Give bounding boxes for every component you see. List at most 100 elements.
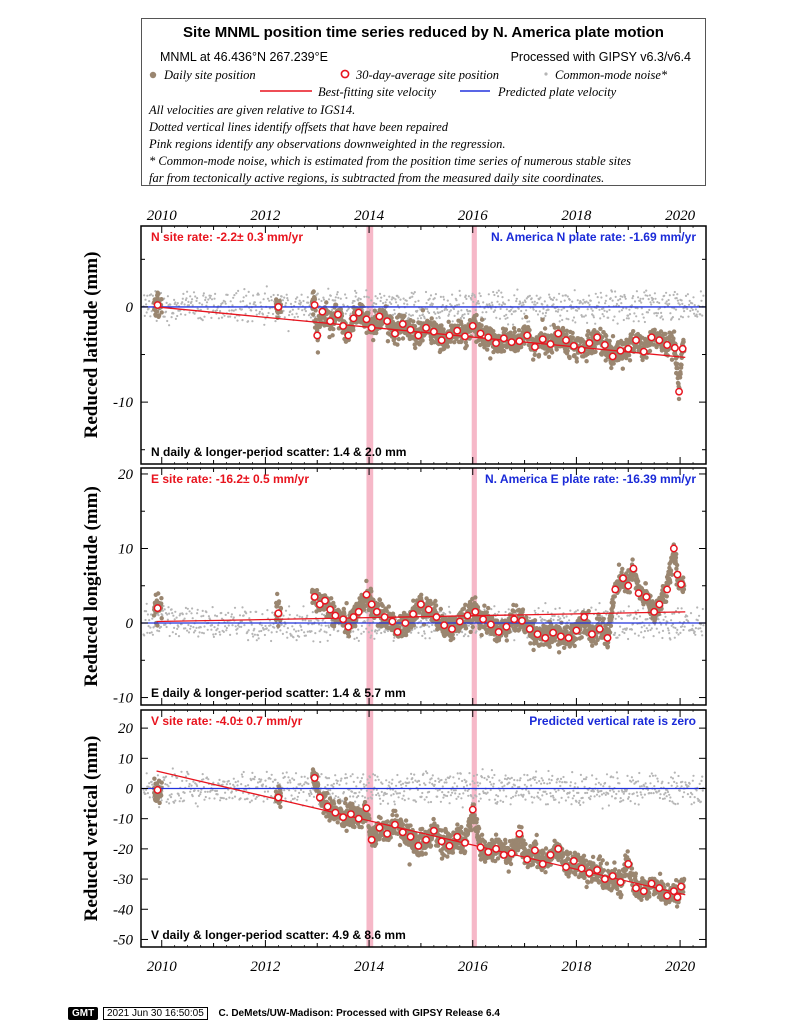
noise-point	[682, 628, 685, 632]
noise-point	[362, 630, 365, 633]
noise-point	[423, 632, 426, 635]
noise-point	[537, 607, 540, 610]
noise-point	[255, 639, 258, 642]
noise-point	[602, 315, 606, 318]
noise-point	[614, 631, 617, 635]
noise-point	[239, 300, 242, 303]
noise-point	[577, 307, 581, 310]
noise-point	[609, 297, 612, 300]
noise-point	[223, 314, 226, 317]
daily-point	[527, 327, 532, 333]
daily-point	[385, 339, 391, 344]
noise-point	[693, 312, 696, 315]
noise-point	[636, 307, 639, 310]
noise-point	[410, 314, 413, 317]
noise-point	[635, 617, 639, 620]
daily-point	[396, 336, 401, 342]
noise-point	[416, 309, 419, 312]
daily-point	[474, 312, 479, 318]
noise-point	[451, 320, 454, 323]
noise-point	[323, 630, 326, 633]
noise-point	[641, 313, 644, 316]
daily-point	[678, 371, 683, 377]
noise-point	[357, 628, 360, 631]
avg30-point	[383, 317, 392, 326]
noise-point	[548, 293, 551, 296]
daily-point	[450, 632, 455, 637]
daily-point	[547, 644, 552, 649]
noise-point	[657, 618, 660, 621]
daily-point	[564, 332, 569, 337]
noise-point	[495, 316, 498, 319]
noise-point	[171, 612, 174, 615]
noise-point	[463, 313, 466, 316]
noise-point	[558, 320, 561, 323]
avg30-point	[367, 323, 376, 332]
noise-point	[691, 308, 694, 311]
noise-point	[620, 302, 623, 305]
avg30-point	[476, 329, 485, 338]
noise-point	[559, 300, 563, 303]
noise-point	[542, 307, 545, 310]
noise-point	[145, 610, 148, 613]
daily-point	[371, 337, 376, 343]
noise-point	[263, 633, 266, 637]
noise-point	[461, 631, 464, 634]
x-tick-label: 2016	[458, 208, 489, 224]
noise-point	[202, 632, 205, 635]
noise-point	[543, 618, 546, 622]
noise-point	[212, 635, 215, 639]
noise-point	[613, 315, 616, 318]
noise-point	[262, 298, 265, 301]
noise-point	[174, 632, 177, 636]
noise-point	[648, 624, 651, 627]
noise-point	[493, 612, 497, 615]
noise-symbol	[544, 72, 548, 76]
noise-point	[581, 302, 584, 305]
noise-point	[424, 637, 427, 640]
noise-point	[365, 289, 368, 292]
noise-point	[626, 614, 629, 617]
noise-point	[287, 330, 290, 333]
noise-point	[147, 625, 150, 628]
noise-point	[428, 625, 431, 628]
noise-point	[317, 619, 320, 622]
noise-point	[188, 610, 191, 613]
noise-point	[457, 310, 460, 313]
noise-point	[528, 294, 532, 297]
noise-point	[670, 624, 673, 627]
noise-point	[525, 309, 528, 312]
noise-point	[467, 635, 470, 638]
noise-point	[696, 606, 699, 609]
noise-point	[571, 300, 574, 303]
noise-point	[640, 307, 643, 310]
noise-point	[650, 627, 653, 630]
avg30-point	[593, 333, 602, 342]
noise-point	[618, 310, 621, 313]
noise-point	[667, 298, 670, 302]
noise-point	[487, 293, 490, 296]
noise-point	[505, 308, 508, 311]
noise-point	[271, 312, 275, 316]
noise-point	[270, 639, 273, 643]
noise-point	[656, 301, 659, 304]
noise-point	[388, 295, 391, 298]
noise-point	[332, 628, 335, 631]
noise-point	[496, 300, 499, 303]
noise-point	[701, 634, 704, 637]
noise-point	[465, 297, 468, 300]
noise-point	[479, 294, 482, 298]
noise-point	[696, 619, 699, 622]
noise-point	[339, 297, 342, 300]
noise-point	[541, 312, 545, 315]
noise-point	[642, 607, 645, 610]
daily-point	[314, 588, 320, 593]
noise-point	[670, 619, 673, 622]
noise-point	[344, 312, 347, 315]
noise-point	[319, 640, 322, 644]
noise-point	[558, 292, 561, 295]
noise-point	[351, 301, 354, 304]
daily-point	[608, 623, 614, 628]
noise-point	[694, 627, 698, 630]
noise-point	[190, 300, 193, 303]
